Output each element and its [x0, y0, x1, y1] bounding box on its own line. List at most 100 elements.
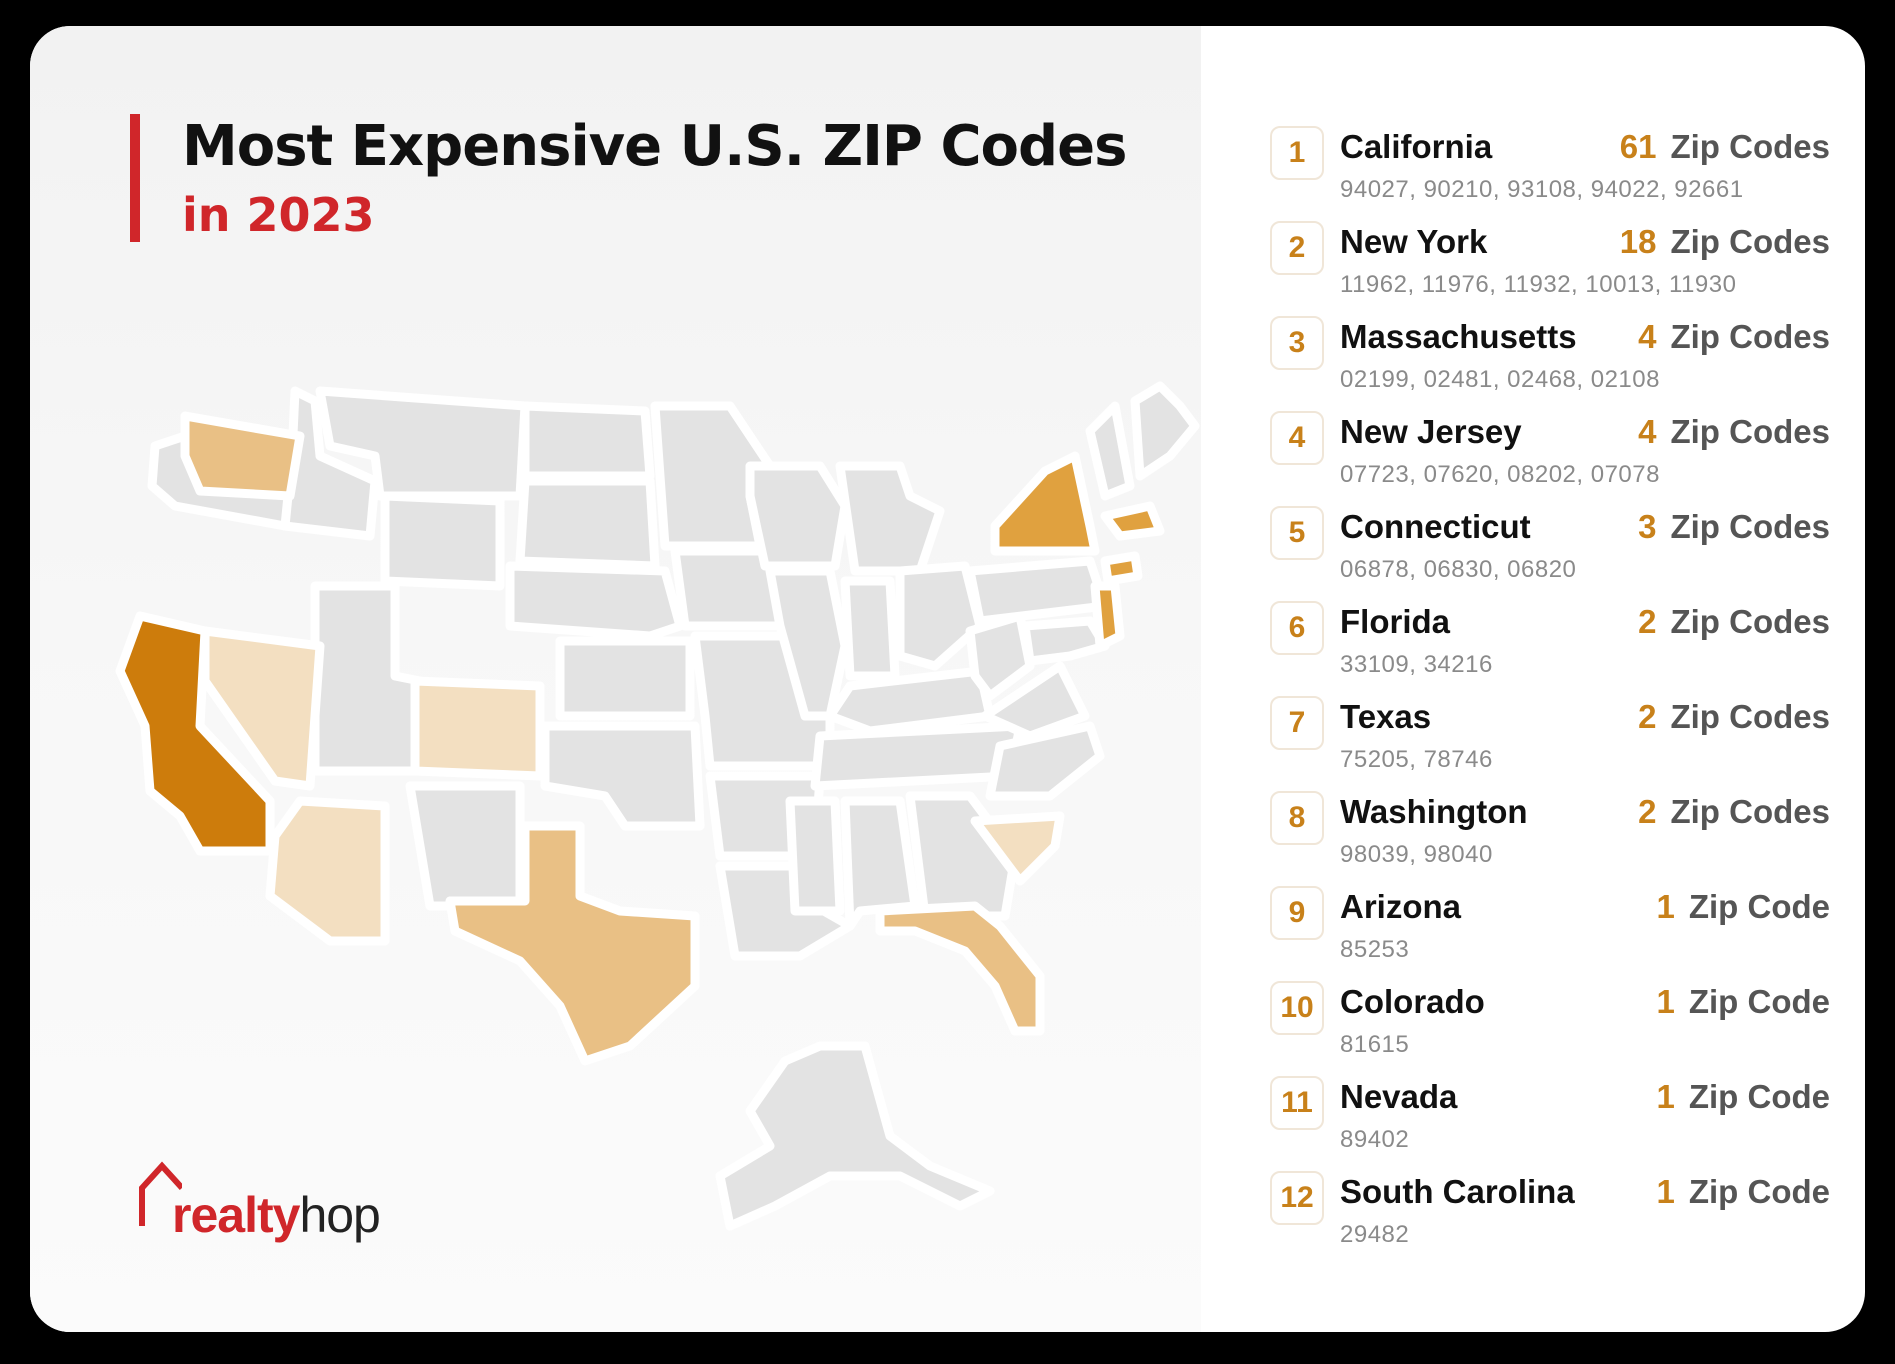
rank-badge: 11 — [1270, 1076, 1324, 1130]
zip-count-unit: Zip Codes — [1670, 698, 1830, 735]
zip-count-number: 18 — [1619, 223, 1657, 260]
state-name: California — [1340, 128, 1493, 165]
state-north-dakota — [520, 401, 655, 481]
zip-count: 2 Zip Codes — [1638, 698, 1830, 736]
state-name: Arizona — [1340, 888, 1462, 925]
rank-badge: 3 — [1270, 316, 1324, 370]
zip-count-number: 2 — [1638, 603, 1657, 640]
zip-list: 89402 — [1340, 1126, 1410, 1153]
zip-count-unit: Zip Codes — [1670, 793, 1830, 830]
state-name: Colorado — [1340, 983, 1485, 1020]
ranking-row: 9 Arizona 1 Zip Code 85253 — [1270, 882, 1830, 977]
state-kansas — [555, 636, 695, 721]
page-subtitle: in 2023 — [182, 188, 375, 242]
state-new-mexico — [405, 781, 525, 911]
zip-count: 2 Zip Codes — [1638, 603, 1830, 641]
ranking-row: 6 Florida 2 Zip Codes 33109, 34216 — [1270, 597, 1830, 692]
zip-list: 81615 — [1340, 1031, 1410, 1058]
zip-count: 4 Zip Codes — [1638, 318, 1830, 356]
zip-list: 06878, 06830, 06820 — [1340, 556, 1577, 583]
state-name: New York — [1340, 223, 1488, 260]
zip-count-number: 4 — [1638, 413, 1657, 450]
rank-badge: 2 — [1270, 221, 1324, 275]
state-indiana — [840, 576, 900, 681]
state-name: South Carolina — [1340, 1173, 1575, 1210]
zip-count-number: 1 — [1656, 983, 1675, 1020]
zip-count-number: 3 — [1638, 508, 1657, 545]
state-virginia — [980, 661, 1090, 741]
map-panel: Most Expensive U.S. ZIP Codes in 2023 re… — [30, 26, 1201, 1332]
zip-count-unit: Zip Codes — [1670, 508, 1830, 545]
ranking-row: 5 Connecticut 3 Zip Codes 06878, 06830, 0682… — [1270, 502, 1830, 597]
infographic-card: Most Expensive U.S. ZIP Codes in 2023 re… — [30, 26, 1865, 1332]
zip-count: 2 Zip Codes — [1638, 793, 1830, 831]
state-name: New Jersey — [1340, 413, 1522, 450]
zip-count: 4 Zip Codes — [1638, 413, 1830, 451]
ranking-row: 7 Texas 2 Zip Codes 75205, 78746 — [1270, 692, 1830, 787]
state-mississippi — [785, 796, 845, 916]
state-name: Texas — [1340, 698, 1432, 735]
zip-count-number: 1 — [1656, 888, 1675, 925]
state-michigan — [835, 461, 945, 576]
zip-count-unit: Zip Code — [1688, 1173, 1830, 1210]
state-arizona — [265, 796, 390, 946]
logo-text-hop: hop — [299, 1187, 380, 1243]
state-name: Florida — [1340, 603, 1451, 640]
state-california — [115, 611, 275, 856]
realtyhop-logo: realtyhop — [138, 1156, 478, 1266]
zip-list: 75205, 78746 — [1340, 746, 1493, 773]
state-nebraska — [505, 561, 685, 641]
state-north-carolina — [985, 721, 1105, 801]
state-wisconsin — [745, 461, 850, 571]
zip-list: 94027, 90210, 93108, 94022, 92661 — [1340, 176, 1744, 203]
zip-list: 85253 — [1340, 936, 1410, 963]
title-accent-bar — [130, 114, 140, 242]
state-utah — [310, 581, 425, 776]
ranking-row: 3 Massachusetts 4 Zip Codes 02199, 02481, 02… — [1270, 312, 1830, 407]
zip-count: 1 Zip Code — [1656, 983, 1830, 1021]
state-connecticut — [1100, 551, 1143, 586]
state-south-carolina — [970, 811, 1065, 886]
rank-badge: 10 — [1270, 981, 1324, 1035]
house-roof-icon — [139, 1161, 182, 1226]
logo-text-realty: realty — [172, 1187, 300, 1243]
zip-list: 11962, 11976, 11932, 10013, 11930 — [1340, 271, 1737, 298]
state-new-york — [990, 451, 1100, 556]
zip-count-unit: Zip Codes — [1670, 413, 1830, 450]
zip-count: 1 Zip Code — [1656, 1173, 1830, 1211]
zip-count-unit: Zip Codes — [1670, 603, 1830, 640]
ranking-row: 2 New York 18 Zip Codes 11962, 11976, 11932,… — [1270, 217, 1830, 312]
state-oklahoma — [540, 721, 705, 831]
ranking-row: 12 South Carolina 1 Zip Code 29482 — [1270, 1167, 1830, 1262]
base-states — [147, 381, 1200, 1231]
zip-count-number: 61 — [1619, 128, 1657, 165]
state-massachusetts — [1100, 501, 1165, 541]
state-name: Massachusetts — [1340, 318, 1577, 355]
ranking-row: 1 California 61 Zip Codes 94027, 90210, 9310… — [1270, 122, 1830, 217]
us-map — [115, 381, 1200, 1231]
rank-badge: 12 — [1270, 1171, 1324, 1225]
page-title: Most Expensive U.S. ZIP Codes — [182, 114, 1127, 179]
rank-badge: 7 — [1270, 696, 1324, 750]
highlighted-states — [115, 411, 1165, 1066]
state-ohio — [895, 561, 985, 671]
state-name: Connecticut — [1340, 508, 1531, 545]
rank-badge: 5 — [1270, 506, 1324, 560]
zip-count: 18 Zip Codes — [1620, 223, 1830, 261]
state-colorado — [410, 676, 545, 781]
rank-badge: 4 — [1270, 411, 1324, 465]
state-maine — [1130, 381, 1200, 481]
state-vermont-nh — [1085, 401, 1135, 501]
rank-badge: 9 — [1270, 886, 1324, 940]
ranking-row: 8 Washington 2 Zip Codes 98039, 98040 — [1270, 787, 1830, 882]
zip-count: 3 Zip Codes — [1638, 508, 1830, 546]
zip-count-number: 1 — [1656, 1078, 1675, 1115]
state-wyoming — [380, 491, 505, 591]
state-alaska — [715, 1041, 995, 1231]
state-nevada — [200, 626, 325, 791]
state-florida — [875, 901, 1045, 1036]
zip-count: 1 Zip Code — [1656, 1078, 1830, 1116]
zip-list: 98039, 98040 — [1340, 841, 1493, 868]
state-name: Washington — [1340, 793, 1528, 830]
rank-badge: 8 — [1270, 791, 1324, 845]
